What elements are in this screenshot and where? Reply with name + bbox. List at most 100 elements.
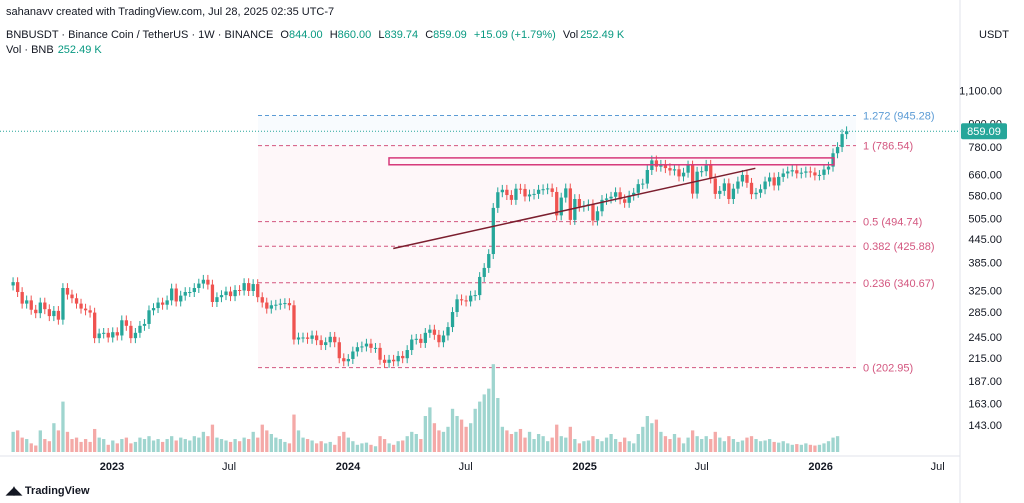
candle-body — [795, 170, 799, 174]
candle-body — [686, 165, 690, 173]
candle-body — [618, 192, 622, 200]
volume-bar — [482, 394, 486, 452]
candle-body — [333, 336, 337, 343]
candle — [387, 354, 391, 368]
candle-body — [518, 188, 523, 190]
drawings[interactable] — [388, 157, 835, 250]
candle-body — [441, 335, 446, 343]
volume-bar — [527, 431, 532, 452]
volume-bar — [632, 443, 636, 452]
candle-body — [165, 300, 169, 305]
time-tick: Jul — [459, 461, 473, 473]
candle — [464, 295, 468, 307]
volume-bar — [450, 408, 455, 452]
candle-body — [310, 335, 314, 339]
candle — [618, 187, 622, 205]
volume-bar — [555, 424, 559, 452]
volume-bar — [43, 439, 47, 452]
candle — [337, 337, 341, 364]
candle — [328, 331, 332, 348]
candle-body — [745, 174, 749, 183]
volume-indicator-label: Vol · BNB — [6, 44, 54, 56]
volume-indicator[interactable]: Vol · BNB 252.49 K — [6, 44, 106, 56]
volume-bar — [233, 439, 237, 452]
candle-body — [405, 350, 409, 359]
volume-bar — [256, 437, 260, 452]
candle — [840, 129, 844, 153]
candle — [305, 332, 310, 344]
candle — [786, 166, 790, 179]
candle-body — [677, 169, 681, 177]
candle-body — [736, 181, 740, 189]
time-tick: 2023 — [100, 461, 124, 473]
volume-bar — [269, 434, 273, 452]
candle — [310, 330, 314, 344]
volume-bar — [192, 436, 196, 452]
candle — [188, 287, 192, 298]
candle — [11, 277, 15, 291]
candle-body — [781, 173, 785, 177]
volume-bar — [786, 443, 790, 452]
candle — [758, 184, 763, 198]
candle — [659, 159, 663, 172]
volume-bar — [301, 437, 305, 452]
volume-bar — [337, 436, 341, 452]
candle — [831, 148, 835, 172]
volume-bar — [133, 441, 138, 452]
candle-body — [591, 204, 595, 221]
volume-bar — [641, 426, 645, 452]
candle — [767, 172, 772, 187]
volume-bar — [727, 436, 731, 452]
candle-body — [840, 134, 844, 148]
candle-body — [391, 359, 396, 362]
tradingview-logo[interactable]: ◢◣ TradingView — [6, 484, 90, 498]
volume-bar — [473, 408, 477, 452]
candle — [745, 170, 749, 188]
volume-bar — [74, 437, 79, 452]
candle — [681, 167, 686, 182]
price-tick: 1,100.00 — [959, 86, 1002, 98]
volume-bar — [681, 443, 686, 452]
candle — [541, 184, 545, 195]
candle-body — [401, 355, 405, 359]
candle-body — [52, 310, 56, 317]
price-axis[interactable]: 1,100.00900.00780.00660.00580.00505.0044… — [959, 0, 1007, 503]
candle-body — [564, 188, 568, 198]
candle-body — [224, 291, 228, 296]
candle-body — [242, 283, 246, 291]
volume-bar — [47, 441, 52, 452]
candle-body — [790, 170, 794, 172]
candle-body — [681, 172, 686, 177]
volume-bar — [79, 441, 83, 452]
candle-body — [102, 332, 106, 334]
candle — [478, 272, 482, 301]
price-tick: 780.00 — [968, 142, 1002, 154]
candle-body — [455, 299, 459, 313]
volume-bar — [265, 430, 269, 452]
candle — [577, 194, 582, 212]
volume-bar — [93, 428, 97, 452]
candle — [301, 332, 305, 343]
time-tick: 2024 — [336, 461, 361, 473]
volume-bar — [373, 446, 378, 452]
candle-body — [668, 168, 672, 171]
volume-bar — [83, 439, 88, 452]
candle-body — [210, 284, 215, 302]
candle-body — [278, 303, 283, 305]
candle-body — [835, 147, 840, 154]
fib-label: 0.5 (494.74) — [863, 217, 922, 229]
candle — [129, 320, 133, 344]
candle — [61, 283, 65, 325]
candle-body — [283, 303, 287, 305]
candle-body — [709, 164, 713, 179]
candle-body — [527, 194, 532, 197]
candle — [65, 283, 70, 300]
time-tick: 2025 — [572, 461, 596, 473]
candle-body — [233, 289, 237, 297]
candle-body — [432, 329, 437, 335]
candle-body — [260, 297, 264, 303]
candle-body — [636, 184, 640, 193]
time-axis[interactable]: 2023 Jul 2024 Jul 2025 Jul 2026 Jul — [0, 455, 960, 473]
resistance-box — [388, 157, 835, 166]
